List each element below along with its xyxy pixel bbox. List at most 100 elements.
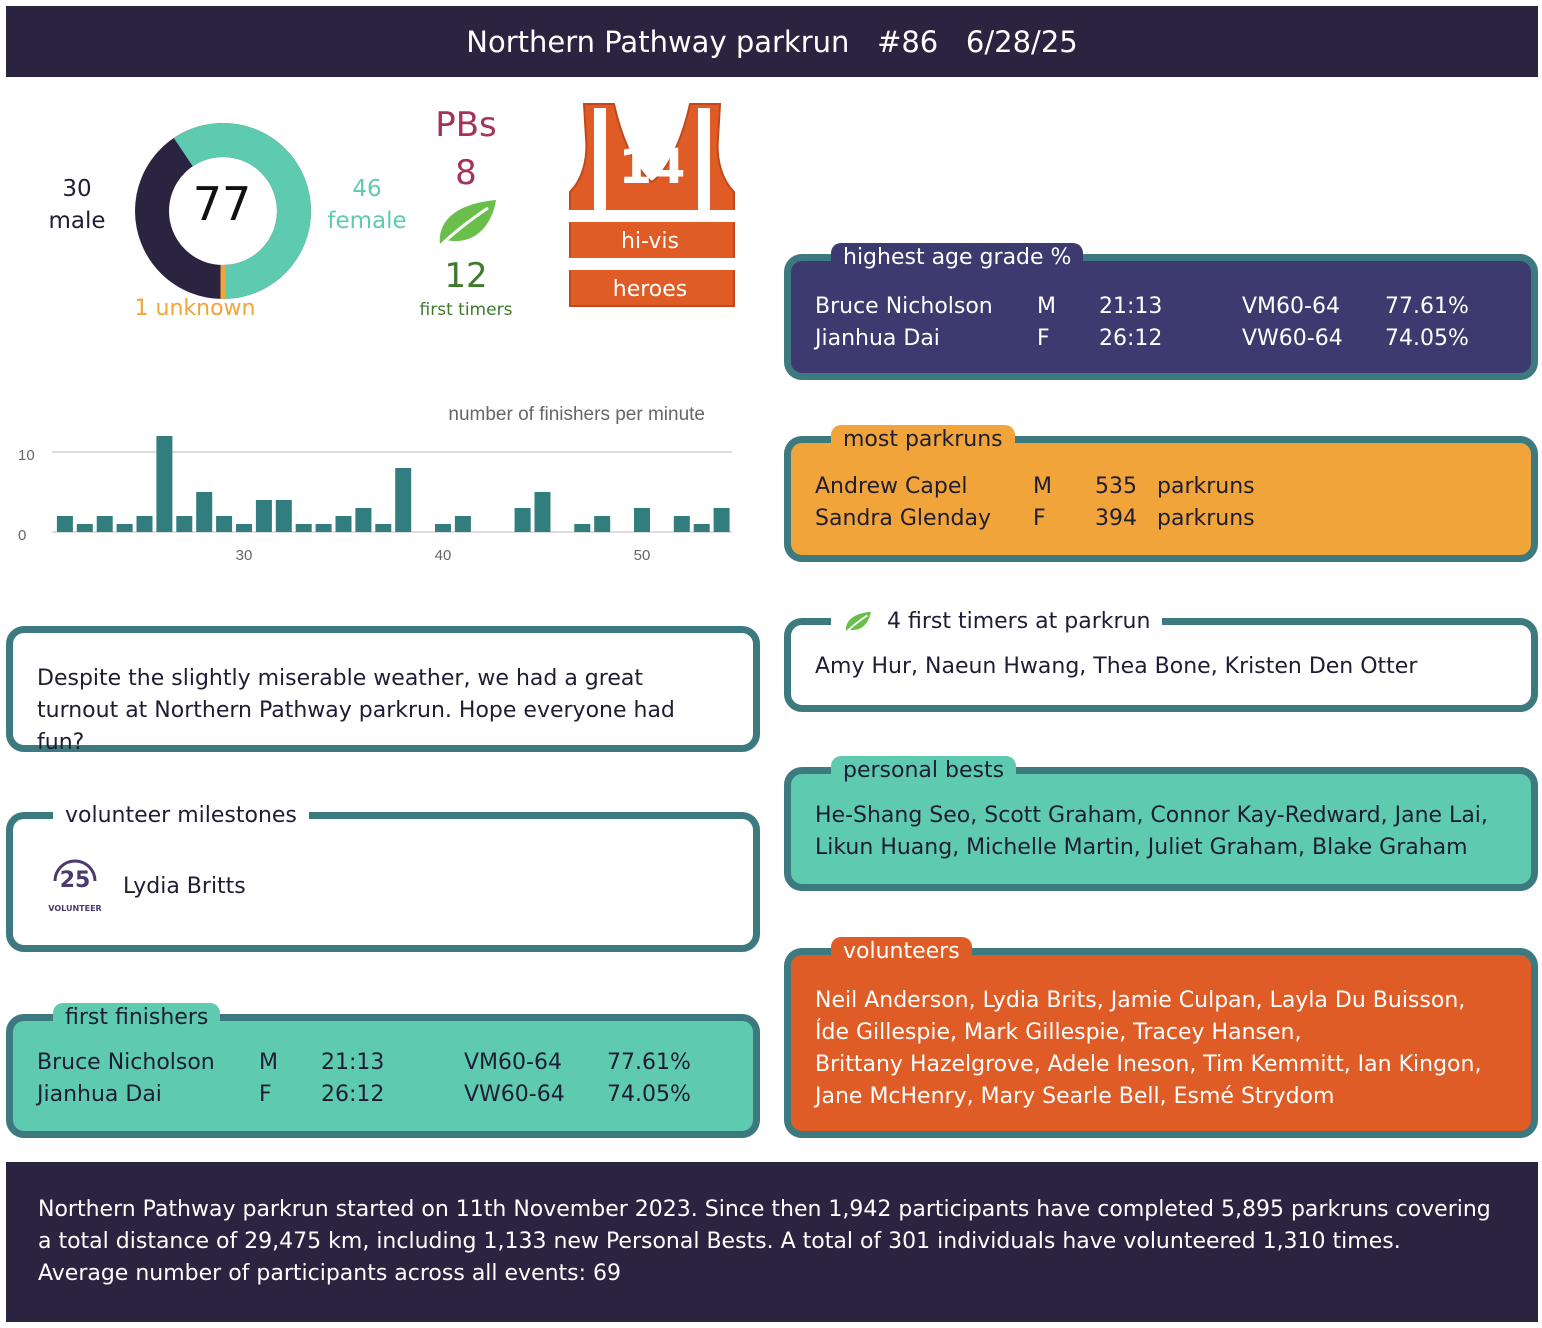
- personal-bests-line: He-Shang Seo, Scott Graham, Connor Kay-R…: [815, 803, 1488, 828]
- age-grade-row: Jianhua Dai F 26:12 VW60-64 74.05%: [815, 323, 1507, 355]
- y-tick-label: 0: [18, 527, 26, 544]
- male-label: male: [48, 208, 106, 234]
- first-timers-title-wrap: 4 first timers at parkrun: [831, 607, 1163, 637]
- summary-text: Northern Pathway parkrun started on 11th…: [38, 1197, 1491, 1286]
- volunteer-milestones-title: volunteer milestones: [53, 801, 309, 831]
- bar-minute-30: [236, 524, 252, 532]
- bar-minute-28: [196, 492, 213, 532]
- personal-bests-box: personal bests He-Shang Seo, Scott Graha…: [784, 756, 1538, 891]
- female-label: female: [327, 208, 407, 234]
- badge-number: 25: [60, 868, 91, 893]
- age-grade-category: VW60-64: [1242, 326, 1343, 351]
- report-box: Despite the slightly miserable weather, …: [6, 626, 760, 755]
- age-grade-name: Jianhua Dai: [815, 326, 940, 351]
- first-timers-box: 4 first timers at parkrun Amy Hur, Naeun…: [784, 607, 1538, 712]
- age-grade-time: 21:13: [1099, 294, 1163, 319]
- age-grade-box: highest age grade % Bruce Nicholson M 21…: [784, 243, 1538, 380]
- volunteers-line: Neil Anderson, Lydia Brits, Jamie Culpan…: [815, 988, 1466, 1013]
- chart-title: number of finishers per minute: [448, 404, 705, 425]
- finisher-time: 21:13: [321, 1050, 385, 1075]
- bar-minute-34: [315, 524, 332, 532]
- age-grade-gender: M: [1037, 294, 1056, 319]
- female-count: 46: [352, 176, 382, 202]
- first-timers-count: 12: [444, 256, 488, 296]
- x-tick-label: 50: [634, 547, 651, 564]
- first-finisher-row: Jianhua Dai F 26:12 VW60-64 74.05%: [37, 1079, 729, 1111]
- hi-vis-vest-icon: [568, 103, 736, 307]
- x-tick-label: 30: [236, 547, 253, 564]
- parkrun-unit: parkruns: [1157, 474, 1255, 499]
- age-grade-row: Bruce Nicholson M 21:13 VM60-64 77.61%: [815, 291, 1507, 323]
- finisher-grade: 77.61%: [607, 1050, 691, 1075]
- bar-minute-31: [255, 500, 272, 532]
- age-grade-time: 26:12: [1099, 326, 1163, 351]
- parkrun-unit: parkruns: [1157, 506, 1255, 531]
- runner-name: Sandra Glenday: [815, 506, 991, 531]
- age-grade-value: 74.05%: [1385, 326, 1469, 351]
- bar-minute-35: [335, 516, 352, 532]
- bar-minute-33: [295, 524, 312, 532]
- runner-gender: M: [1033, 474, 1052, 499]
- event-number: #86: [877, 24, 939, 59]
- bar-minute-54: [713, 508, 730, 532]
- donut-female-segment: [173, 123, 311, 299]
- finishers-per-minute-chart: number of finishers per minute 10 0 30 4…: [18, 404, 732, 564]
- event-date: 6/28/25: [965, 24, 1078, 59]
- bar-minute-37: [375, 524, 392, 532]
- unknown-label: 1 unknown: [134, 296, 256, 321]
- volunteer-milestones-box: volunteer milestones 25 VOLUNTEER Lydia …: [6, 801, 760, 952]
- bar-minute-21: [56, 516, 73, 532]
- finishers-total: 77: [192, 177, 252, 231]
- pbs-label: PBs: [435, 105, 497, 145]
- bar-minute-22: [76, 524, 93, 532]
- hi-vis-label-line1: hi-vis: [621, 229, 679, 254]
- personal-bests-title: personal bests: [831, 756, 1017, 786]
- y-tick-label: 10: [18, 447, 35, 464]
- milestone-volunteer-name: Lydia Britts: [123, 874, 246, 899]
- volunteers-line: Jane McHenry, Mary Searle Bell, Esmé Str…: [815, 1084, 1335, 1109]
- bar-minute-50: [634, 508, 650, 532]
- finisher-gender: F: [259, 1082, 272, 1107]
- report-text: Despite the slightly miserable weather, …: [37, 666, 675, 755]
- volunteer-25-badge-icon: 25 VOLUNTEER: [48, 859, 102, 913]
- finisher-grade: 74.05%: [607, 1082, 691, 1107]
- first-timers-label: first timers: [419, 300, 513, 320]
- age-grade-title: highest age grade %: [831, 243, 1084, 273]
- bar-minute-29: [216, 516, 233, 532]
- leaf-icon: [844, 611, 871, 634]
- chart-bars: [56, 436, 730, 532]
- bar-minute-32: [275, 500, 292, 532]
- most-parkruns-row: Andrew Capel M 535 parkruns: [815, 471, 1507, 503]
- hi-vis-label-line2: heroes: [612, 277, 688, 302]
- first-timers-names: Amy Hur, Naeun Hwang, Thea Bone, Kristen…: [815, 654, 1418, 679]
- most-parkruns-title: most parkruns: [831, 425, 1015, 455]
- bar-minute-38: [395, 468, 412, 532]
- x-tick-label: 40: [435, 547, 452, 564]
- parkrun-count: 535: [1095, 474, 1137, 499]
- finisher-gender: M: [259, 1050, 278, 1075]
- page-header: Northern Pathway parkrun #86 6/28/25: [6, 6, 1538, 77]
- volunteers-line: Brittany Hazelgrove, Adele Ineson, Tim K…: [815, 1052, 1482, 1077]
- finisher-category: VM60-64: [464, 1050, 562, 1075]
- age-grade-name: Bruce Nicholson: [815, 294, 993, 319]
- bar-minute-40: [435, 524, 451, 532]
- volunteers-title: volunteers: [831, 937, 972, 967]
- male-count: 30: [62, 176, 92, 202]
- age-grade-gender: F: [1037, 326, 1050, 351]
- first-finishers-box: first finishers Bruce Nicholson M 21:13 …: [6, 1003, 760, 1138]
- bar-minute-26: [156, 436, 173, 532]
- bar-minute-25: [136, 516, 153, 532]
- bar-minute-41: [454, 516, 471, 532]
- bar-minute-47: [574, 524, 591, 532]
- finisher-category: VW60-64: [464, 1082, 565, 1107]
- summary-footer: Northern Pathway parkrun started on 11th…: [6, 1162, 1538, 1322]
- first-finisher-row: Bruce Nicholson M 21:13 VM60-64 77.61%: [37, 1047, 729, 1079]
- first-timers-title: 4 first timers at parkrun: [887, 609, 1151, 634]
- leaf-icon: [436, 200, 496, 250]
- finishers-donut-chart: [135, 123, 311, 299]
- bar-minute-23: [96, 516, 113, 532]
- most-parkruns-row: Sandra Glenday F 394 parkruns: [815, 503, 1507, 535]
- most-parkruns-box: most parkruns Andrew Capel M 535 parkrun…: [784, 425, 1538, 562]
- bar-minute-27: [176, 516, 193, 532]
- bar-minute-45: [534, 492, 551, 532]
